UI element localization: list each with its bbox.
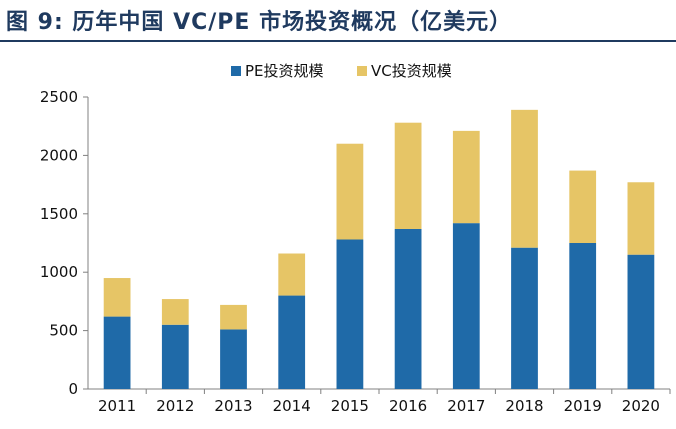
x-tick-label-2020: 2020 bbox=[622, 397, 660, 415]
bar-vc-2017 bbox=[452, 130, 480, 224]
title-underline bbox=[0, 40, 676, 42]
bar-vc-2014 bbox=[278, 253, 306, 296]
y-tick-label: 0 bbox=[68, 380, 78, 398]
bar-vc-2015 bbox=[336, 143, 364, 240]
bar-pe-2015 bbox=[336, 239, 364, 389]
bar-pe-2020 bbox=[627, 254, 655, 389]
figure-title-bar: 图 9: 历年中国 VC/PE 市场投资概况（亿美元） bbox=[0, 0, 676, 42]
x-tick-label-2011: 2011 bbox=[98, 397, 136, 415]
legend-label-vc: VC投资规模 bbox=[371, 62, 452, 80]
x-tick-label-2019: 2019 bbox=[564, 397, 602, 415]
bar-pe-2014 bbox=[278, 295, 306, 389]
x-tick-label-2017: 2017 bbox=[447, 397, 485, 415]
bar-vc-2011 bbox=[103, 278, 131, 317]
x-tick-label-2016: 2016 bbox=[389, 397, 427, 415]
bar-vc-2020 bbox=[627, 182, 655, 255]
x-tick-label-2013: 2013 bbox=[214, 397, 252, 415]
bar-pe-2016 bbox=[394, 228, 422, 389]
bar-vc-2018 bbox=[511, 109, 538, 248]
bar-vc-2016 bbox=[394, 122, 422, 229]
x-tick-label-2014: 2014 bbox=[273, 397, 311, 415]
x-tick-label-2012: 2012 bbox=[156, 397, 194, 415]
legend-label-pe: PE投资规模 bbox=[245, 62, 324, 80]
y-tick-label: 1000 bbox=[40, 263, 78, 281]
stacked-bar-chart: PE投资规模 VC投资规模 0 500 1000 1500 2000 2500 2011 2012… bbox=[40, 62, 671, 415]
y-tick-label: 2500 bbox=[40, 88, 78, 106]
bar-vc-2019 bbox=[569, 170, 597, 243]
x-tick-label-2018: 2018 bbox=[505, 397, 543, 415]
figure-title: 图 9: 历年中国 VC/PE 市场投资概况（亿美元） bbox=[6, 10, 513, 35]
bar-pe-2011 bbox=[103, 316, 131, 389]
bar-pe-2017 bbox=[452, 223, 480, 389]
bar-pe-2013 bbox=[220, 329, 247, 389]
y-tick-label: 500 bbox=[49, 322, 78, 340]
bar-pe-2019 bbox=[569, 243, 597, 389]
x-tick-label-2015: 2015 bbox=[331, 397, 369, 415]
y-tick-label: 2000 bbox=[40, 146, 78, 164]
bar-pe-2018 bbox=[511, 247, 538, 389]
bar-pe-2012 bbox=[161, 324, 189, 389]
bar-vc-2013 bbox=[220, 304, 247, 330]
bar-vc-2012 bbox=[161, 299, 189, 325]
legend-swatch-pe bbox=[231, 66, 241, 76]
legend-swatch-vc bbox=[357, 66, 367, 76]
y-tick-label: 1500 bbox=[40, 205, 78, 223]
